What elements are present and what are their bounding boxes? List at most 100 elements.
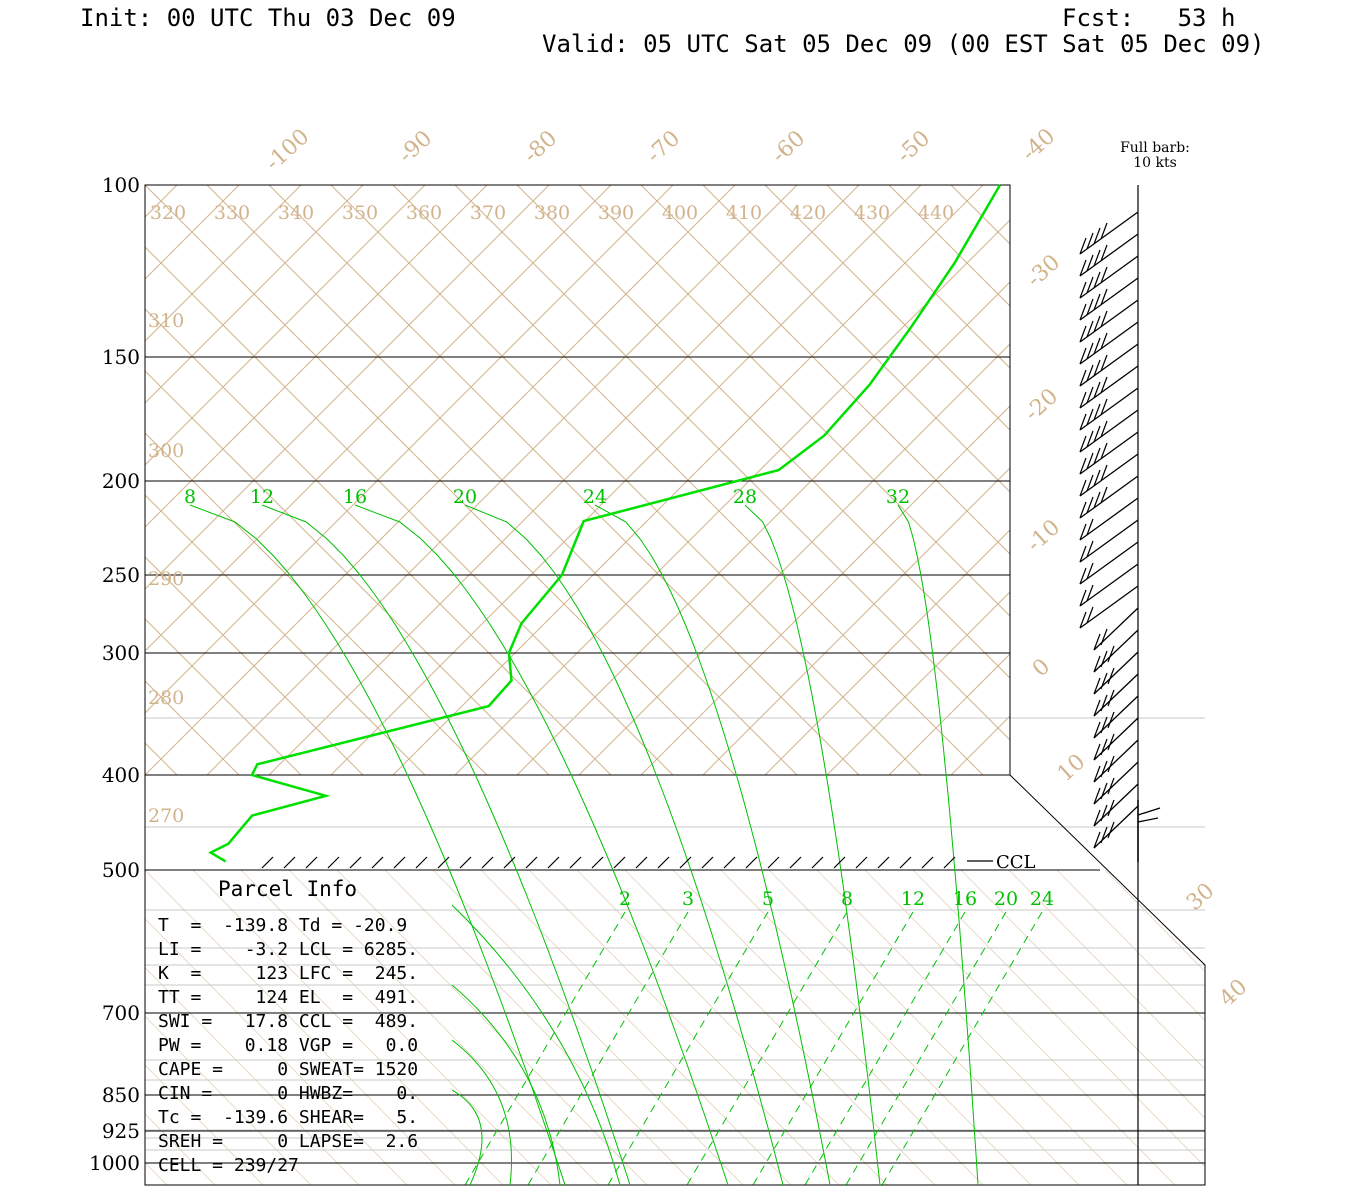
hatch-mark — [921, 856, 934, 869]
barb-feather — [1107, 777, 1115, 795]
wind-barbs — [1079, 211, 1161, 862]
isotherm-line — [0, 185, 115, 775]
theta-label: 310 — [148, 310, 184, 332]
adiabat-line — [516, 281, 1010, 775]
barb-feather — [1079, 413, 1087, 431]
hatch-mark — [569, 856, 582, 869]
pressure-axis: 100 150 200 250 300 400 500 700 850 925 1000 — [89, 173, 140, 1175]
theta-label: 430 — [854, 202, 890, 224]
adiabat-line — [578, 343, 1010, 775]
moist-adiabat — [452, 1089, 483, 1185]
wind-barb — [1093, 673, 1139, 717]
barb-staff — [1079, 255, 1139, 299]
adiabat-line — [145, 185, 674, 714]
moist-adiabat — [897, 504, 979, 1186]
barb-staff — [1093, 739, 1139, 783]
theta-label: 390 — [598, 202, 634, 224]
moist-adiabat — [744, 504, 881, 1186]
chart-frame — [144, 184, 1206, 1186]
theta-label: 360 — [406, 202, 442, 224]
parcel-info-panel: Parcel Info T = -139.8 Td = -20.9 LI = -3… — [158, 877, 418, 1176]
mixing-ratio-label: 20 — [994, 888, 1018, 910]
wind-barb — [1093, 805, 1139, 849]
isotherm-line — [145, 869, 216, 1185]
isotherm-line — [826, 185, 1010, 369]
lower-panel-border — [144, 774, 1206, 1186]
barb-staff — [1093, 607, 1139, 651]
barb-staff — [1093, 629, 1139, 673]
parcel-info-row: TT = 124 EL = 491. — [158, 987, 418, 1008]
hatch-mark — [305, 856, 318, 869]
isotherm-line — [720, 869, 1032, 1185]
hatch-mark — [855, 856, 868, 869]
barb-feather — [1100, 376, 1108, 394]
theta-label: 300 — [148, 440, 184, 462]
isotherm-line — [1008, 869, 1205, 1185]
adiabat-line — [702, 467, 1010, 775]
moist-adiabat — [189, 504, 566, 1186]
adiabat-line — [1137, 185, 1350, 775]
barb-feather — [1100, 332, 1108, 350]
adiabat-line — [1261, 185, 1350, 775]
moist-adiabat-label: 16 — [343, 486, 367, 508]
moist-adiabat-label: 20 — [453, 486, 477, 508]
mixing-ratio-line — [527, 911, 689, 1185]
barb-feather — [1079, 281, 1087, 299]
temperature-label: -20 — [1020, 384, 1063, 426]
barb-feather — [1086, 430, 1094, 448]
isotherm-line — [145, 869, 264, 1185]
isotherm-line — [816, 869, 1128, 1185]
barb-feather — [1100, 628, 1108, 646]
hatch-mark — [349, 856, 362, 869]
moist-adiabat-label: 24 — [583, 486, 607, 508]
barb-staff — [1079, 497, 1139, 541]
temperature-label: 0 — [1028, 654, 1055, 682]
isotherm-line — [950, 185, 1010, 245]
isotherm-line — [1199, 185, 1350, 775]
barb-feather — [1093, 765, 1101, 783]
barb-staff — [1093, 783, 1139, 827]
barb-feather — [1093, 425, 1101, 443]
parcel-info-row: CIN = 0 HWBZ= 0. — [158, 1083, 418, 1104]
barb-feather — [1079, 523, 1087, 541]
pressure-label-1000: 1000 — [89, 1151, 140, 1175]
barb-staff — [1079, 431, 1139, 475]
moist-adiabat — [594, 504, 831, 1186]
moist-adiabat-label: 8 — [184, 486, 196, 508]
hatch-mark — [943, 856, 956, 869]
wind-barb — [1079, 409, 1139, 453]
barb-feather — [1100, 244, 1108, 262]
isotherm-line — [912, 869, 1205, 1185]
mixing-ratio-line — [686, 911, 848, 1185]
theta-label: 350 — [342, 202, 378, 224]
parcel-info-row: K = 123 LFC = 245. — [158, 963, 418, 984]
barb-feather — [1086, 518, 1094, 536]
adiabat-line — [145, 185, 364, 404]
barb-feather — [1093, 491, 1101, 509]
hatch-mark — [283, 856, 296, 869]
mixing-ratio-label: 24 — [1030, 888, 1054, 910]
hatch-mark — [899, 856, 912, 869]
moist-adiabat — [261, 504, 631, 1186]
mixing-ratio-label: 12 — [901, 888, 925, 910]
wind-barb — [1079, 563, 1139, 607]
mixing-ratio-line — [845, 911, 1007, 1185]
adiabat-line — [826, 591, 1010, 775]
temperature-label: -50 — [892, 126, 935, 168]
ccl-label: CCL — [996, 852, 1036, 873]
wind-barb — [1079, 233, 1139, 277]
barb-staff — [1079, 321, 1139, 365]
hatch-mark — [591, 856, 604, 869]
theta-label: 330 — [214, 202, 250, 224]
adiabat-line — [950, 715, 1010, 775]
wind-barb — [1079, 365, 1139, 409]
barb-feather — [1086, 606, 1094, 624]
barb-staff — [1093, 761, 1139, 805]
sounding-profile — [208, 184, 1002, 863]
barb-staff — [1093, 695, 1139, 739]
adiabat-line — [392, 185, 984, 775]
theta-label: 370 — [470, 202, 506, 224]
mixing-ratio-label: 8 — [841, 888, 853, 910]
barb-feather — [1100, 826, 1108, 844]
background-lines — [0, 185, 1350, 1185]
